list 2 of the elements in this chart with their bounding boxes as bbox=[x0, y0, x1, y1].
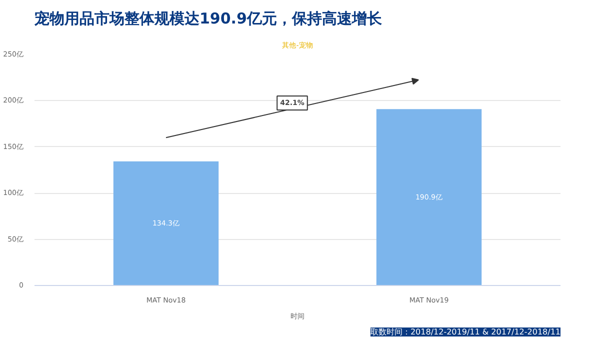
text: 取数时间：2018/12-2019/11 & 2017/12-2018/11 bbox=[370, 328, 561, 336]
chart-title: 宠物用品市场整体规模达190.9亿元，保持高速增长 bbox=[34, 10, 383, 28]
